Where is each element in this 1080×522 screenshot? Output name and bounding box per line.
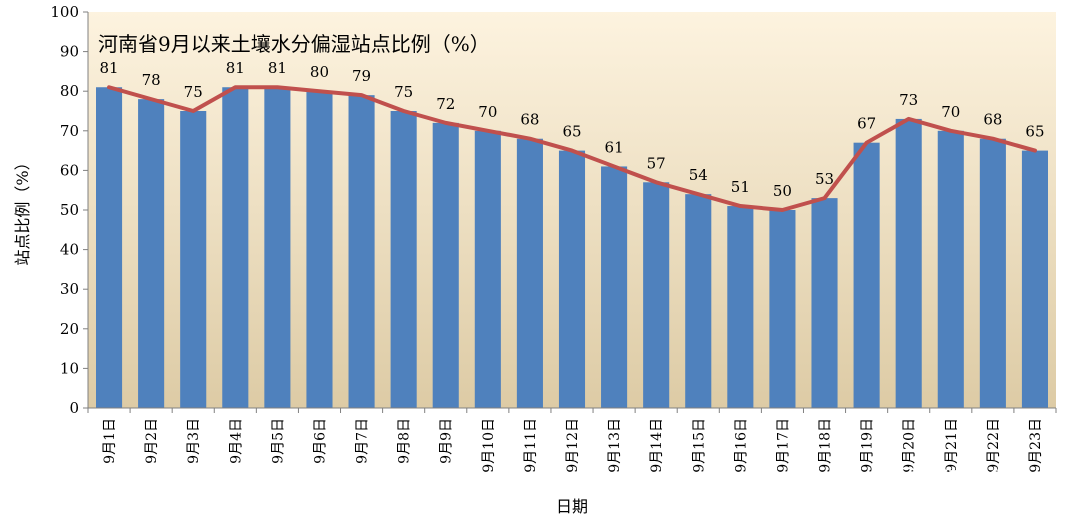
bar-20 [895,118,922,409]
data-label-3: 75 [184,83,203,101]
y-tick-label: 90 [60,43,79,61]
bar-15 [685,194,712,408]
x-tick-label: 9月20日 [902,418,918,473]
bar-5 [264,87,291,409]
data-label-9: 72 [436,95,455,113]
data-label-23: 65 [1025,123,1044,141]
x-tick-label: 9月6日 [312,418,328,464]
x-tick-label: 9月8日 [397,418,413,464]
y-axis-title: 站点比例（%） [13,154,32,265]
bar-17 [769,210,796,408]
bar-13 [601,166,628,408]
data-label-15: 54 [689,166,708,184]
bar-3 [180,111,207,408]
x-tick-label: 9月9日 [439,418,455,464]
data-label-11: 68 [520,111,539,129]
bar-19 [853,142,880,408]
x-tick-label: 9月3日 [186,418,202,464]
bar-21 [937,130,964,409]
bar-10 [474,130,501,409]
y-tick-label: 0 [69,399,79,417]
watermark: 河南气象 [894,466,1008,493]
data-label-20: 73 [899,91,918,109]
bar-1 [96,87,123,409]
data-label-16: 51 [731,178,750,196]
bar-22 [979,138,1006,408]
data-label-5: 81 [268,59,287,77]
y-tick-label: 80 [60,82,79,100]
bar-6 [306,91,333,408]
x-tick-label: 9月2日 [144,418,160,464]
x-tick-label: 9月11日 [523,418,539,473]
data-label-6: 80 [310,63,329,81]
bar-9 [432,122,459,408]
data-label-13: 61 [605,138,624,156]
bar-8 [390,111,417,408]
bar-4 [222,87,249,409]
chart-title: 河南省9月以来土壤水分偏湿站点比例（%） [98,32,490,56]
x-tick-label: 9月10日 [481,418,497,473]
bar-12 [558,150,586,408]
x-tick-label: 9月23日 [1028,418,1044,473]
y-tick-label: 30 [60,280,79,298]
wechat-icon [894,467,926,493]
x-tick-label: 9月18日 [818,418,834,473]
y-tick-label: 60 [60,161,79,179]
bar-18 [811,198,838,408]
x-tick-label: 9月19日 [860,418,876,473]
x-tick-label: 9月7日 [355,418,371,464]
x-tick-label: 9月21日 [944,418,960,473]
watermark-text: 河南气象 [928,466,1008,490]
bar-14 [643,182,670,408]
x-tick-label: 9月14日 [649,418,665,473]
x-tick-label: 9月1日 [102,418,118,464]
data-label-19: 67 [857,115,876,133]
y-tick-label: 10 [60,359,79,377]
data-label-14: 57 [647,154,666,172]
data-label-22: 68 [983,111,1002,129]
trend-line [107,85,1037,212]
bar-2 [138,99,165,409]
x-tick-label: 9月4日 [228,418,244,464]
bar-16 [727,206,754,408]
x-tick-label: 9月5日 [270,418,286,464]
data-label-18: 53 [815,170,834,188]
data-label-21: 70 [941,103,960,121]
data-label-17: 50 [773,182,792,200]
data-label-8: 75 [394,83,413,101]
data-label-1: 81 [99,59,118,77]
y-tick-label: 100 [50,3,79,21]
data-label-10: 70 [478,103,497,121]
y-tick-label: 70 [60,122,79,140]
y-tick-label: 20 [60,320,79,338]
data-label-12: 65 [562,123,581,141]
x-tick-label: 9月13日 [607,418,623,473]
data-label-4: 81 [226,59,245,77]
bar-7 [348,95,375,408]
x-tick-label: 9月22日 [986,418,1002,473]
x-tick-label: 9月15日 [691,418,707,473]
data-label-7: 79 [352,67,371,85]
x-tick-label: 9月17日 [775,418,791,473]
x-tick-label: 9月12日 [565,418,581,473]
x-axis-title: 日期 [556,497,588,516]
y-tick-label: 50 [60,201,79,219]
y-tick-label: 40 [60,241,79,259]
bar-11 [516,138,543,408]
x-tick-label: 9月16日 [733,418,749,473]
bar-23 [1021,150,1048,408]
data-label-2: 78 [142,71,161,89]
